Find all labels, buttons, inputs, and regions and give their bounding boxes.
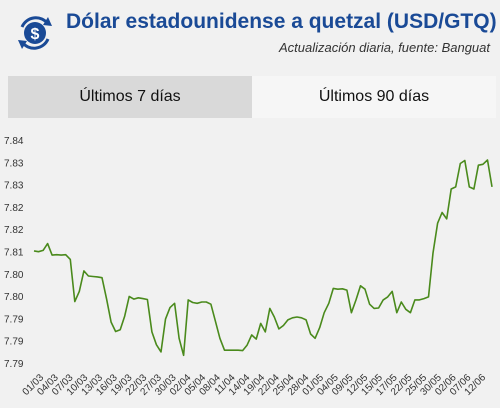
y-tick-label: 7.79: [4, 337, 24, 348]
tab-last-90-days[interactable]: Últimos 90 días: [252, 76, 496, 118]
series-line-usd-gtq: [33, 159, 493, 357]
y-tick-label: 7.84: [4, 136, 24, 147]
exchange-rate-chart: 7.84 7.83 7.83 7.82 7.82 7.81 7.80 7.80 7.79 7.79…: [4, 136, 493, 398]
y-tick-label: 7.80: [4, 270, 24, 281]
y-tick-label: 7.83: [4, 158, 24, 169]
y-tick-label: 7.82: [4, 203, 24, 214]
dollar-exchange-icon: $: [14, 12, 56, 54]
y-tick-label: 7.79: [4, 314, 24, 325]
page-title: Dólar estadounidense a quetzal (USD/GTQ): [66, 10, 497, 33]
app-header: $ Dólar estadounidense a quetzal (USD/GT…: [0, 0, 500, 66]
y-tick-label: 7.80: [4, 292, 24, 303]
range-tabs: Últimos 7 días Últimos 90 días: [8, 76, 496, 118]
y-tick-label: 7.82: [4, 225, 24, 236]
tab-last-7-days[interactable]: Últimos 7 días: [8, 76, 252, 118]
svg-text:$: $: [31, 26, 40, 43]
y-tick-label: 7.83: [4, 181, 24, 192]
y-tick-label: 7.81: [4, 248, 24, 259]
y-tick-label: 7.79: [4, 359, 24, 370]
page-subtitle: Actualización diaria, fuente: Banguat: [278, 40, 490, 55]
